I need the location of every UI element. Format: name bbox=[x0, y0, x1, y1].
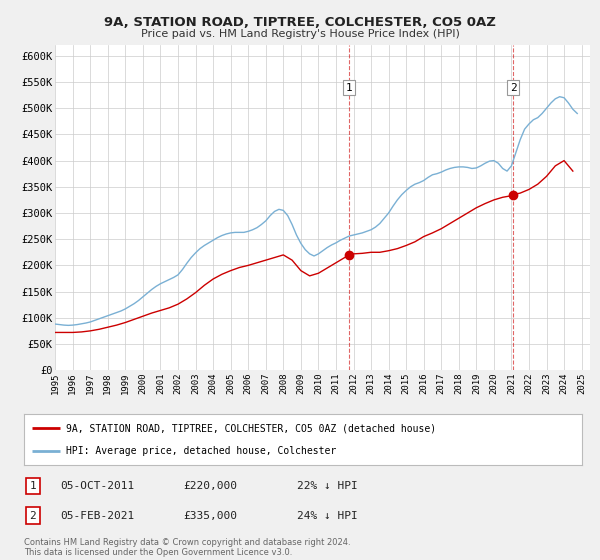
Text: 9A, STATION ROAD, TIPTREE, COLCHESTER, CO5 0AZ (detached house): 9A, STATION ROAD, TIPTREE, COLCHESTER, C… bbox=[66, 423, 436, 433]
Text: 05-OCT-2011: 05-OCT-2011 bbox=[60, 481, 134, 491]
Text: £335,000: £335,000 bbox=[183, 511, 237, 521]
Text: 05-FEB-2021: 05-FEB-2021 bbox=[60, 511, 134, 521]
Text: 1: 1 bbox=[29, 481, 37, 491]
Text: 1: 1 bbox=[346, 82, 353, 92]
Text: 9A, STATION ROAD, TIPTREE, COLCHESTER, CO5 0AZ: 9A, STATION ROAD, TIPTREE, COLCHESTER, C… bbox=[104, 16, 496, 29]
Text: 2: 2 bbox=[509, 82, 517, 92]
Text: Contains HM Land Registry data © Crown copyright and database right 2024.
This d: Contains HM Land Registry data © Crown c… bbox=[24, 538, 350, 557]
Text: Price paid vs. HM Land Registry's House Price Index (HPI): Price paid vs. HM Land Registry's House … bbox=[140, 29, 460, 39]
Text: £220,000: £220,000 bbox=[183, 481, 237, 491]
Text: 24% ↓ HPI: 24% ↓ HPI bbox=[297, 511, 358, 521]
Text: 22% ↓ HPI: 22% ↓ HPI bbox=[297, 481, 358, 491]
Text: HPI: Average price, detached house, Colchester: HPI: Average price, detached house, Colc… bbox=[66, 446, 336, 456]
Text: 2: 2 bbox=[29, 511, 37, 521]
